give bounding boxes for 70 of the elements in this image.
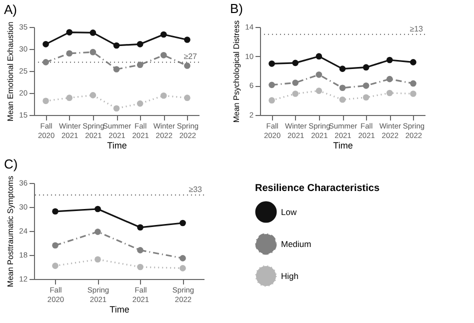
point [90,48,96,56]
point [180,265,186,272]
point [42,98,49,104]
point [137,224,144,231]
point [386,90,393,96]
point [52,262,58,269]
x-axis-title: Time [333,140,353,150]
point [386,56,393,64]
point [180,255,186,262]
point [362,94,370,101]
point [94,206,101,212]
legend-label: Medium [281,239,312,249]
point [137,264,144,270]
chart-title: A) [4,2,17,18]
point [268,97,275,104]
point [292,90,299,97]
point [268,82,275,88]
point [184,94,190,101]
point [66,29,73,36]
point [42,59,49,66]
point [339,84,346,92]
point [410,90,416,97]
point [184,36,190,43]
legend-label: Low [281,207,298,217]
point [160,92,167,99]
point [113,105,120,112]
point [52,242,58,249]
y-axis-title: Mean Emotional Exhaustion [6,22,16,122]
point [316,88,322,94]
point [136,100,144,107]
point [362,64,370,70]
point [339,66,346,72]
point [52,208,58,215]
point [113,66,120,72]
point [90,92,96,98]
x-axis-title: Time [110,304,130,314]
point [94,256,101,263]
point [339,96,346,103]
chart-title: B) [230,0,243,16]
point [90,30,96,36]
point [386,76,393,82]
point [136,62,144,68]
point [316,72,322,78]
ref-line-label: ≥33 [188,185,203,194]
point [268,60,275,67]
point [180,220,186,226]
y-axis-title: Mean Posttraumatic Symptoms [6,176,16,288]
ref-line-label: ≥27 [184,52,198,62]
point [292,80,299,86]
point [292,60,299,66]
point [42,41,49,48]
point [410,59,416,66]
point [160,52,167,58]
point [362,82,370,89]
point [66,50,73,57]
point [136,41,144,48]
point [113,42,120,49]
legend-label: High [281,271,299,281]
chart-title: C) [4,156,18,172]
point [66,94,73,101]
ref-line-label: ≥13 [410,24,424,34]
point [410,80,416,87]
legend-title: Resilience Characteristics [255,183,380,194]
x-axis-title: Time [107,140,127,150]
point [316,53,322,60]
point [160,31,167,38]
point [94,228,101,235]
y-axis-title: Mean Psychological Distress [232,20,242,123]
point [137,247,144,254]
point [184,62,190,69]
